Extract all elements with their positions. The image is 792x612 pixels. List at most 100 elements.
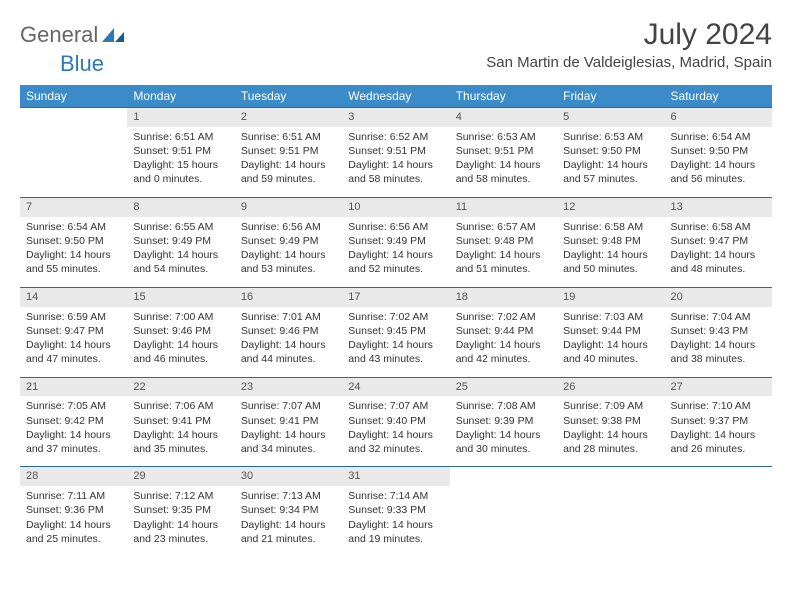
sunrise-text: Sunrise: 7:10 AM — [671, 399, 766, 413]
daylight-text: Daylight: 14 hours and 55 minutes. — [26, 248, 121, 276]
day-number: 27 — [665, 377, 772, 397]
sunrise-text: Sunrise: 6:55 AM — [133, 220, 228, 234]
day-content: Sunrise: 7:01 AMSunset: 9:46 PMDaylight:… — [235, 307, 342, 377]
day-content: Sunrise: 6:56 AMSunset: 9:49 PMDaylight:… — [235, 217, 342, 287]
daylight-text: Daylight: 14 hours and 23 minutes. — [133, 518, 228, 546]
day-content — [665, 471, 772, 541]
day-content: Sunrise: 7:02 AMSunset: 9:44 PMDaylight:… — [450, 307, 557, 377]
weekday-header: Tuesday — [235, 85, 342, 107]
sunrise-text: Sunrise: 6:51 AM — [133, 130, 228, 144]
sunset-text: Sunset: 9:46 PM — [133, 324, 228, 338]
calendar-row: 14Sunrise: 6:59 AMSunset: 9:47 PMDayligh… — [20, 287, 772, 377]
day-content: Sunrise: 7:00 AMSunset: 9:46 PMDaylight:… — [127, 307, 234, 377]
sunset-text: Sunset: 9:44 PM — [456, 324, 551, 338]
calendar-cell: 2Sunrise: 6:51 AMSunset: 9:51 PMDaylight… — [235, 107, 342, 197]
calendar-cell: 12Sunrise: 6:58 AMSunset: 9:48 PMDayligh… — [557, 197, 664, 287]
sunset-text: Sunset: 9:35 PM — [133, 503, 228, 517]
day-number: 21 — [20, 377, 127, 397]
day-content: Sunrise: 6:59 AMSunset: 9:47 PMDaylight:… — [20, 307, 127, 377]
title-block: July 2024 San Martin de Valdeiglesias, M… — [486, 18, 772, 71]
day-number: 22 — [127, 377, 234, 397]
sunrise-text: Sunrise: 7:12 AM — [133, 489, 228, 503]
calendar-cell: 15Sunrise: 7:00 AMSunset: 9:46 PMDayligh… — [127, 287, 234, 377]
daylight-text: Daylight: 14 hours and 40 minutes. — [563, 338, 658, 366]
day-number: 4 — [450, 107, 557, 127]
calendar-cell: 13Sunrise: 6:58 AMSunset: 9:47 PMDayligh… — [665, 197, 772, 287]
day-content: Sunrise: 6:56 AMSunset: 9:49 PMDaylight:… — [342, 217, 449, 287]
calendar-cell — [450, 466, 557, 556]
sunset-text: Sunset: 9:51 PM — [456, 144, 551, 158]
day-number: 9 — [235, 197, 342, 217]
calendar-cell: 29Sunrise: 7:12 AMSunset: 9:35 PMDayligh… — [127, 466, 234, 556]
sunset-text: Sunset: 9:48 PM — [563, 234, 658, 248]
sunset-text: Sunset: 9:41 PM — [133, 414, 228, 428]
daylight-text: Daylight: 14 hours and 47 minutes. — [26, 338, 121, 366]
day-content: Sunrise: 6:52 AMSunset: 9:51 PMDaylight:… — [342, 127, 449, 197]
day-number: 15 — [127, 287, 234, 307]
calendar-table: Sunday Monday Tuesday Wednesday Thursday… — [20, 85, 772, 556]
day-content: Sunrise: 7:14 AMSunset: 9:33 PMDaylight:… — [342, 486, 449, 556]
sunset-text: Sunset: 9:49 PM — [133, 234, 228, 248]
sunrise-text: Sunrise: 7:14 AM — [348, 489, 443, 503]
daylight-text: Daylight: 14 hours and 32 minutes. — [348, 428, 443, 456]
calendar-cell: 30Sunrise: 7:13 AMSunset: 9:34 PMDayligh… — [235, 466, 342, 556]
sunrise-text: Sunrise: 7:07 AM — [241, 399, 336, 413]
day-content: Sunrise: 6:55 AMSunset: 9:49 PMDaylight:… — [127, 217, 234, 287]
sunrise-text: Sunrise: 6:53 AM — [456, 130, 551, 144]
calendar-row: 28Sunrise: 7:11 AMSunset: 9:36 PMDayligh… — [20, 466, 772, 556]
calendar-cell: 5Sunrise: 6:53 AMSunset: 9:50 PMDaylight… — [557, 107, 664, 197]
day-number: 6 — [665, 107, 772, 127]
daylight-text: Daylight: 14 hours and 25 minutes. — [26, 518, 121, 546]
sunset-text: Sunset: 9:51 PM — [241, 144, 336, 158]
daylight-text: Daylight: 14 hours and 38 minutes. — [671, 338, 766, 366]
sunset-text: Sunset: 9:49 PM — [348, 234, 443, 248]
day-number: 14 — [20, 287, 127, 307]
daylight-text: Daylight: 14 hours and 30 minutes. — [456, 428, 551, 456]
sunset-text: Sunset: 9:47 PM — [671, 234, 766, 248]
day-number: 20 — [665, 287, 772, 307]
daylight-text: Daylight: 14 hours and 35 minutes. — [133, 428, 228, 456]
location: San Martin de Valdeiglesias, Madrid, Spa… — [486, 54, 772, 71]
calendar-cell: 26 Sunrise: 7:09 AMSunset: 9:38 PMDayligh… — [557, 377, 664, 467]
weekday-header: Saturday — [665, 85, 772, 107]
calendar-row: 1Sunrise: 6:51 AMSunset: 9:51 PMDaylight… — [20, 107, 772, 197]
day-number: 25 — [450, 377, 557, 397]
sunset-text: Sunset: 9:49 PM — [241, 234, 336, 248]
day-content: Sunrise: 6:51 AMSunset: 9:51 PMDaylight:… — [235, 127, 342, 197]
daylight-text: Daylight: 14 hours and 57 minutes. — [563, 158, 658, 186]
daylight-text: Daylight: 14 hours and 42 minutes. — [456, 338, 551, 366]
daylight-text: Daylight: 14 hours and 50 minutes. — [563, 248, 658, 276]
sunset-text: Sunset: 9:40 PM — [348, 414, 443, 428]
daylight-text: Daylight: 14 hours and 19 minutes. — [348, 518, 443, 546]
daylight-text: Daylight: 14 hours and 28 minutes. — [563, 428, 658, 456]
daylight-text: Daylight: 14 hours and 34 minutes. — [241, 428, 336, 456]
calendar-cell — [557, 466, 664, 556]
day-content: Sunrise: 7:06 AMSunset: 9:41 PMDaylight:… — [127, 396, 234, 466]
calendar-cell: 10Sunrise: 6:56 AMSunset: 9:49 PMDayligh… — [342, 197, 449, 287]
calendar-cell: 20Sunrise: 7:04 AMSunset: 9:43 PMDayligh… — [665, 287, 772, 377]
daylight-text: Daylight: 14 hours and 43 minutes. — [348, 338, 443, 366]
calendar-cell: 1Sunrise: 6:51 AMSunset: 9:51 PMDaylight… — [127, 107, 234, 197]
sunrise-text: Sunrise: 6:52 AM — [348, 130, 443, 144]
weekday-header: Wednesday — [342, 85, 449, 107]
calendar-cell: 8Sunrise: 6:55 AMSunset: 9:49 PMDaylight… — [127, 197, 234, 287]
sunrise-text: Sunrise: 6:54 AM — [26, 220, 121, 234]
sunrise-text: Sunrise: 7:09 AM — [563, 399, 658, 413]
day-content: Sunrise: 7:12 AMSunset: 9:35 PMDaylight:… — [127, 486, 234, 556]
sunset-text: Sunset: 9:51 PM — [348, 144, 443, 158]
day-content: Sunrise: 6:58 AMSunset: 9:48 PMDaylight:… — [557, 217, 664, 287]
calendar-cell: 17Sunrise: 7:02 AMSunset: 9:45 PMDayligh… — [342, 287, 449, 377]
day-number: 23 — [235, 377, 342, 397]
day-content: Sunrise: 7:02 AMSunset: 9:45 PMDaylight:… — [342, 307, 449, 377]
day-number: 2 — [235, 107, 342, 127]
month-title: July 2024 — [486, 18, 772, 52]
sunset-text: Sunset: 9:39 PM — [456, 414, 551, 428]
day-number: 12 — [557, 197, 664, 217]
calendar-cell: 24Sunrise: 7:07 AMSunset: 9:40 PMDayligh… — [342, 377, 449, 467]
sunset-text: Sunset: 9:38 PM — [563, 414, 658, 428]
sunset-text: Sunset: 9:34 PM — [241, 503, 336, 517]
day-content: Sunrise: 6:58 AMSunset: 9:47 PMDaylight:… — [665, 217, 772, 287]
day-number: 26 — [557, 377, 664, 397]
sunset-text: Sunset: 9:48 PM — [456, 234, 551, 248]
calendar-cell — [665, 466, 772, 556]
